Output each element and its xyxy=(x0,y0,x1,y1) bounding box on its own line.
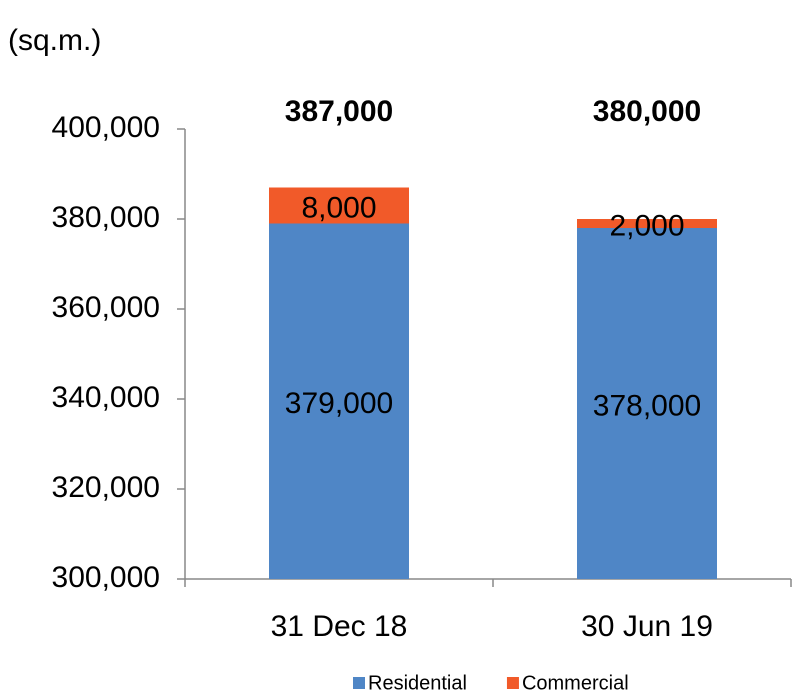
x-tick-label: 31 Dec 18 xyxy=(271,610,408,643)
total-label: 380,000 xyxy=(593,95,701,128)
y-tick-label: 320,000 xyxy=(52,471,160,504)
bar-segment xyxy=(269,223,409,579)
total-label: 387,000 xyxy=(285,95,393,128)
data-label: 8,000 xyxy=(301,191,376,224)
bar-segment xyxy=(577,228,717,579)
y-tick-label: 380,000 xyxy=(52,201,160,234)
y-tick-label: 360,000 xyxy=(52,291,160,324)
bar-segment xyxy=(269,187,409,224)
y-tick-label: 300,000 xyxy=(52,561,160,594)
legend-label: Residential xyxy=(368,672,467,692)
data-label: 378,000 xyxy=(593,389,701,422)
y-tick-label: 400,000 xyxy=(52,111,160,144)
y-tick-label: 340,000 xyxy=(52,381,160,414)
legend-swatch xyxy=(353,677,365,689)
y-axis-label: (sq.m.) xyxy=(8,24,101,57)
bar-segment xyxy=(577,219,717,228)
legend-label: Commercial xyxy=(522,672,629,692)
data-label: 2,000 xyxy=(609,209,684,242)
x-tick-label: 30 Jun 19 xyxy=(581,610,713,643)
legend-swatch xyxy=(506,677,519,689)
data-label: 379,000 xyxy=(285,387,393,420)
